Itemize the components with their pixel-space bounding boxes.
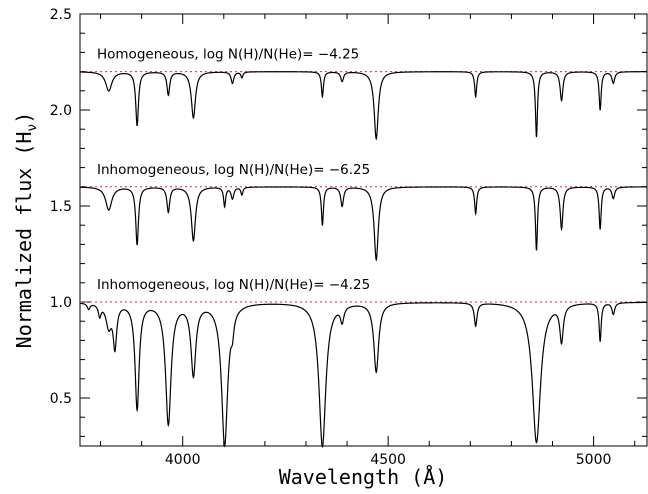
- x-tick-label: 5000: [576, 452, 612, 468]
- spectrum-line-3: [79, 301, 647, 448]
- y-axis-title-close: ): [12, 112, 36, 124]
- x-tick-label: 4000: [165, 452, 201, 468]
- y-tick-label: 0.5: [50, 391, 72, 407]
- y-tick-label: 2.0: [50, 103, 72, 119]
- spectrum-line-1: [80, 71, 647, 141]
- series-label-2: Inhomogeneous, log N(H)/N(He)= −6.25: [97, 162, 370, 178]
- series-label-3: Inhomogeneous, log N(H)/N(He)= −4.25: [97, 277, 370, 293]
- tick-labels: 4000 4500 5000 0.5 1.0 1.5 2.0 2.5: [50, 7, 612, 468]
- y-axis-title-main: Normalized flux (H: [12, 132, 36, 349]
- continuum-reference-lines: [80, 71, 647, 303]
- x-tick-label: 4500: [370, 452, 406, 468]
- y-tick-label: 2.5: [50, 7, 72, 23]
- y-tick-label: 1.0: [50, 295, 72, 311]
- y-axis-title: Normalized flux (Hν): [12, 112, 40, 349]
- tick-marks: [80, 13, 647, 446]
- plot-frame: [79, 13, 648, 447]
- spectrum-line-2: [80, 186, 647, 262]
- y-axis-title-subscript: ν: [25, 124, 40, 132]
- series-label-1: Homogeneous, log N(H)/N(He)= −4.25: [97, 47, 359, 63]
- x-axis-title: Wavelength (Å): [279, 465, 448, 489]
- y-tick-label: 1.5: [50, 199, 72, 215]
- series-annotations: Homogeneous, log N(H)/N(He)= −4.25 Inhomo…: [97, 47, 370, 293]
- spectra-series: [79, 71, 647, 448]
